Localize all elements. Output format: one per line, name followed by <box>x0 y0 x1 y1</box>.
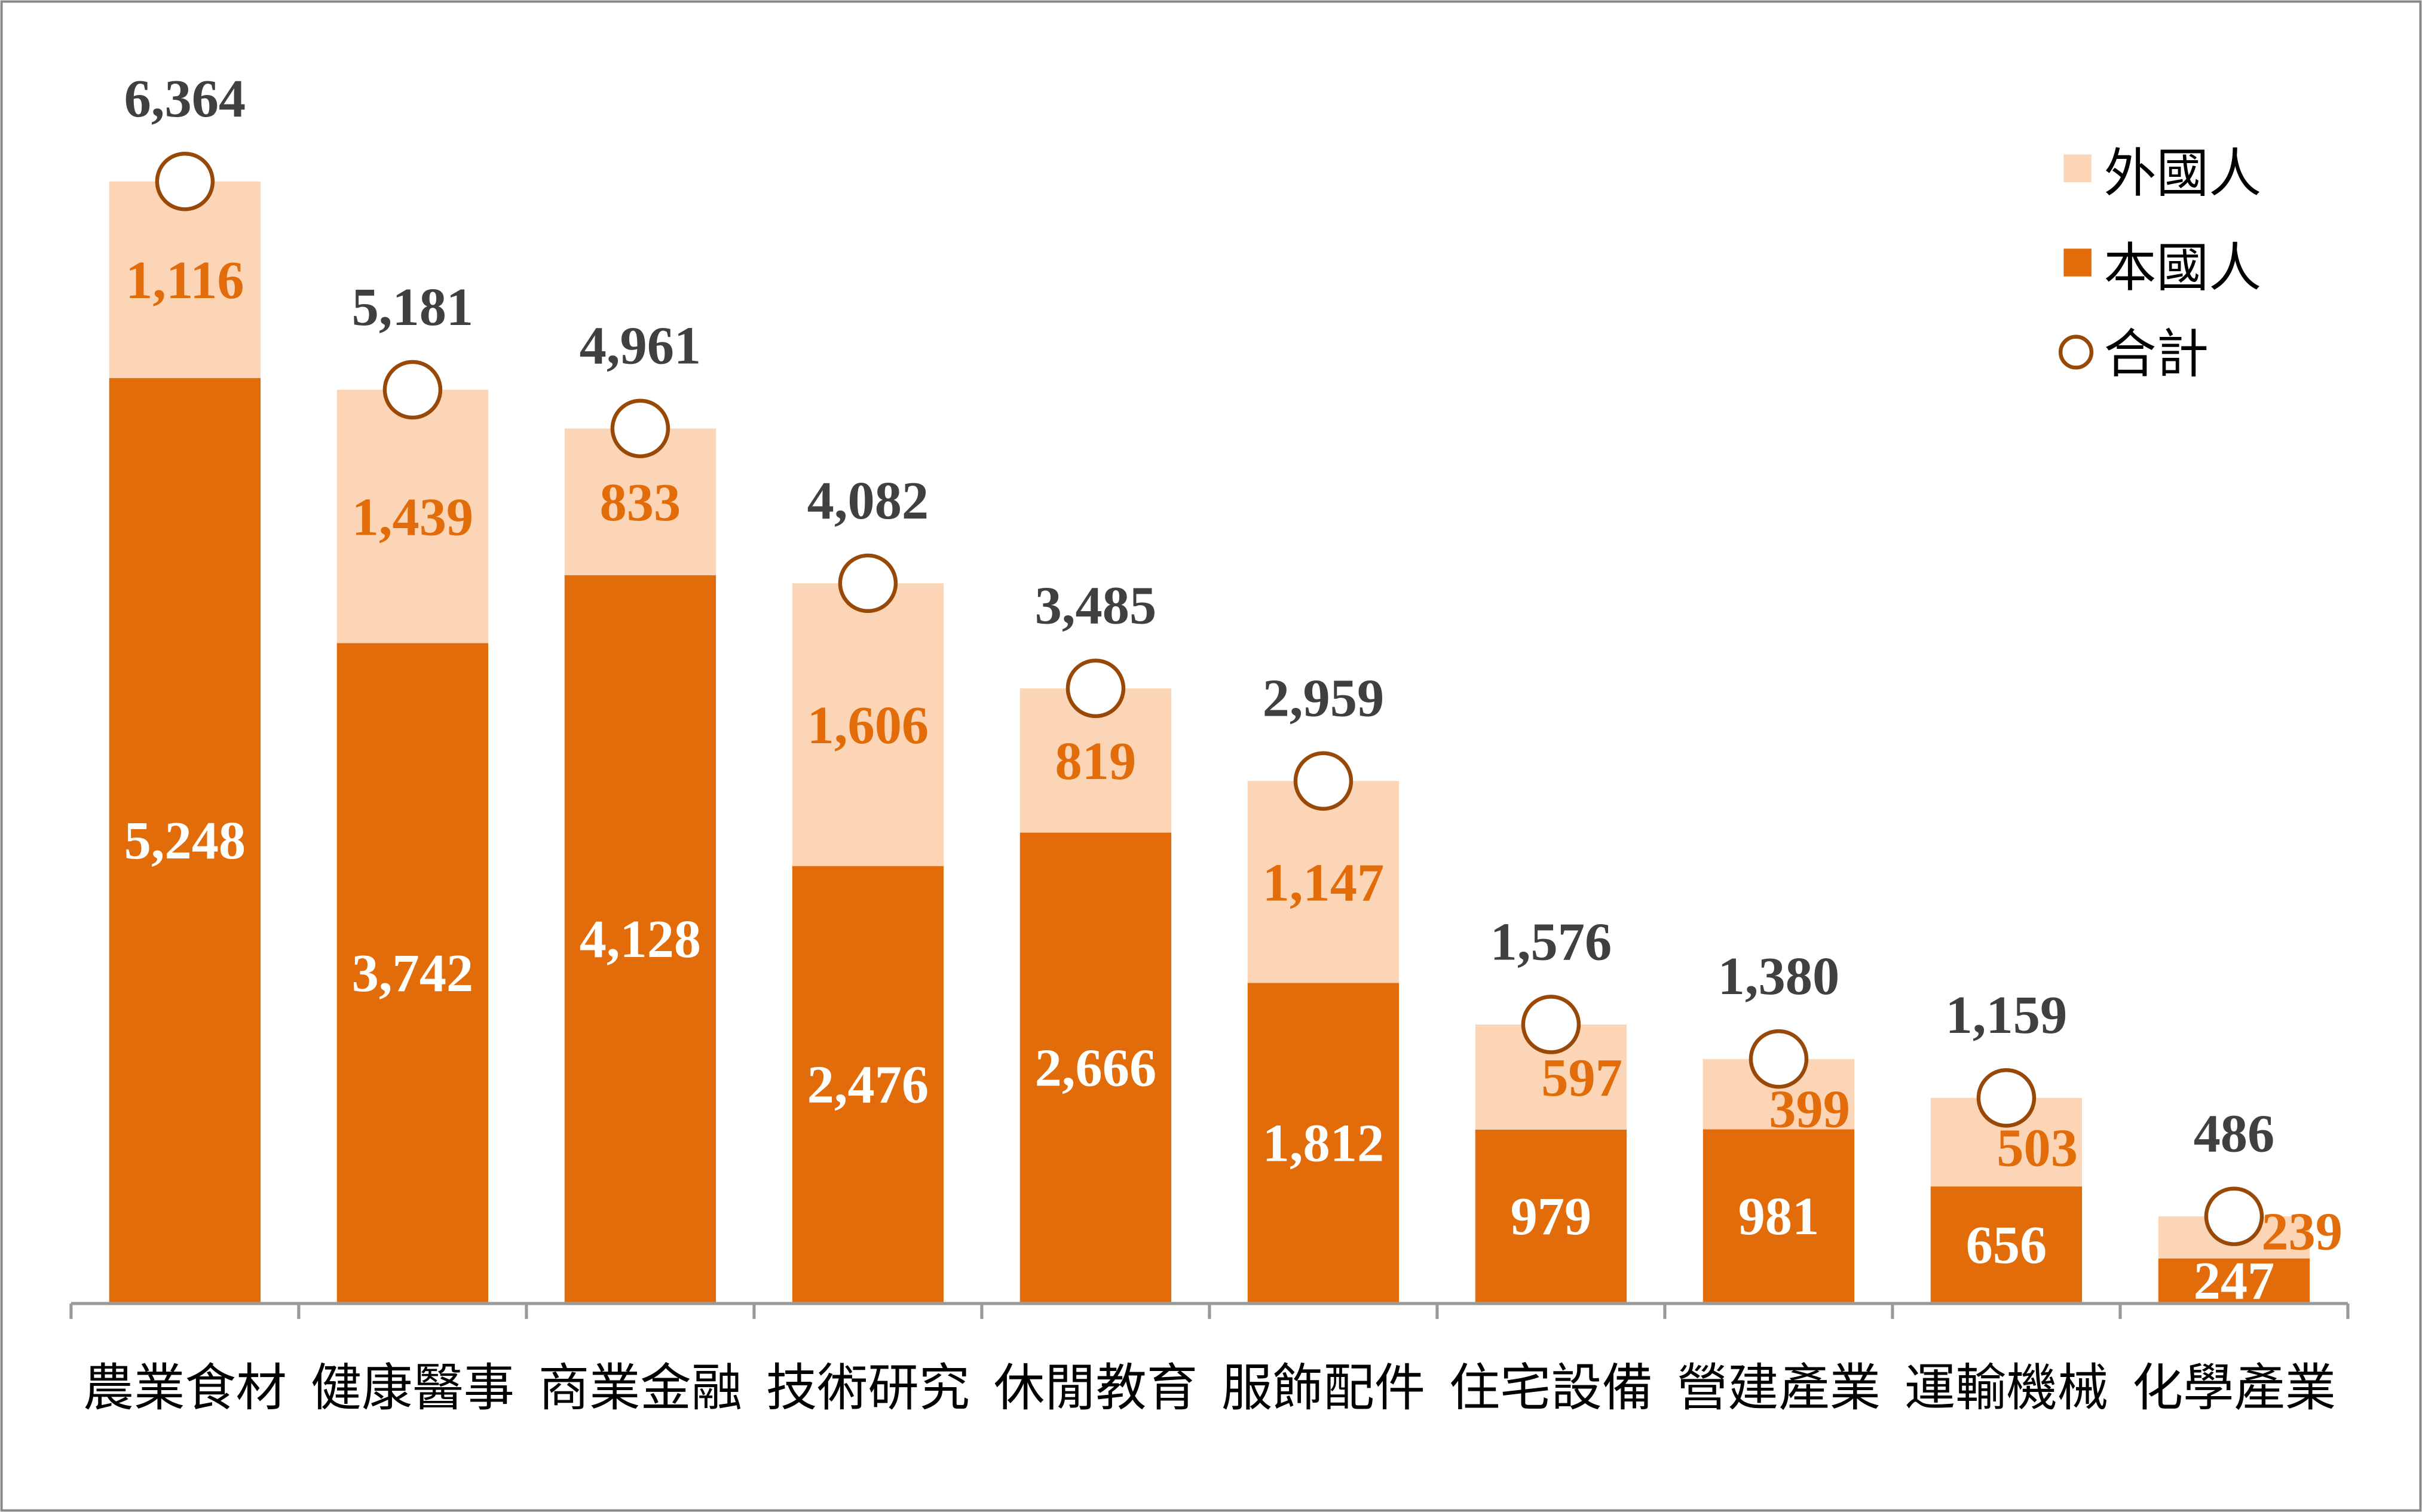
bar-domestic <box>792 866 944 1302</box>
data-label-domestic: 2,476 <box>807 1054 929 1115</box>
data-label-total: 6,364 <box>124 68 246 128</box>
data-label-total: 4,961 <box>580 315 702 376</box>
bar-domestic <box>336 643 489 1302</box>
legend-marker-total <box>2058 335 2094 370</box>
data-label-foreign: 819 <box>1055 731 1137 791</box>
bar-foreign <box>792 583 944 866</box>
x-tick-label: 營建產業 <box>1677 1361 1881 1417</box>
bar-foreign <box>1247 781 1400 983</box>
data-label-domestic: 981 <box>1738 1186 1820 1246</box>
data-label-total: 1,159 <box>1946 985 2068 1045</box>
data-label-domestic: 3,742 <box>352 943 474 1003</box>
bar-domestic <box>1019 832 1172 1302</box>
data-label-total: 3,485 <box>1035 575 1157 636</box>
total-marker <box>610 398 670 459</box>
legend-label-total: 合計 <box>2104 326 2209 384</box>
data-label-domestic: 5,248 <box>124 810 246 870</box>
total-marker <box>1065 658 1126 719</box>
x-tick-label: 化學產業 <box>2132 1361 2336 1417</box>
x-tick-label: 技術研究 <box>766 1361 970 1417</box>
bar-foreign <box>109 181 261 378</box>
bar-domestic <box>109 378 261 1302</box>
total-marker <box>155 152 215 211</box>
total-marker <box>2204 1186 2264 1246</box>
x-tick-label: 休閒教育 <box>994 1361 1198 1417</box>
data-label-foreign: 1,147 <box>1263 852 1385 912</box>
data-label-foreign: 399 <box>1769 1078 1850 1139</box>
data-label-domestic: 4,128 <box>580 909 702 969</box>
data-label-domestic: 979 <box>1511 1186 1592 1246</box>
bar-domestic <box>1247 983 1400 1302</box>
bar-domestic <box>2158 1258 2310 1302</box>
data-label-domestic: 656 <box>1966 1214 2047 1275</box>
data-label-foreign: 1,116 <box>125 250 244 310</box>
bar-foreign <box>336 389 489 643</box>
x-tick-label: 商業金融 <box>538 1361 742 1417</box>
total-marker <box>1293 751 1354 811</box>
data-label-total: 1,380 <box>1718 946 1840 1006</box>
data-label-foreign: 1,606 <box>807 695 929 755</box>
legend-swatch-foreign <box>2063 154 2092 183</box>
data-label-foreign: 239 <box>2261 1201 2343 1261</box>
data-label-domestic: 1,812 <box>1263 1112 1385 1173</box>
data-label-foreign: 833 <box>600 472 681 532</box>
x-tick-label: 運輸機械 <box>1904 1361 2108 1417</box>
total-marker <box>1749 1029 1809 1089</box>
legend-label-foreign: 外國人 <box>2104 146 2262 204</box>
legend: 外國人 本國人 合計 <box>2058 146 2262 384</box>
x-tick-label: 健康醫事 <box>311 1361 515 1417</box>
data-label-foreign: 503 <box>1997 1118 2078 1178</box>
data-label-foreign: 1,439 <box>352 487 474 547</box>
total-marker <box>1521 995 1581 1054</box>
data-label-total: 2,959 <box>1263 668 1385 728</box>
data-label-domestic: 247 <box>2194 1250 2275 1311</box>
total-marker <box>382 360 443 420</box>
data-label-domestic: 2,666 <box>1035 1038 1157 1098</box>
total-marker <box>1976 1068 2037 1128</box>
legend-swatch-domestic <box>2063 249 2092 277</box>
x-tick-label: 住宅設備 <box>1449 1361 1653 1417</box>
total-marker <box>838 553 898 614</box>
data-label-total: 4,082 <box>807 470 929 530</box>
data-label-total: 5,181 <box>352 277 474 337</box>
bar-domestic <box>564 575 717 1302</box>
bar-domestic <box>1703 1129 1855 1302</box>
legend-label-domestic: 本國人 <box>2104 240 2262 298</box>
data-label-total: 1,576 <box>1490 911 1612 971</box>
data-label-foreign: 597 <box>1541 1047 1622 1108</box>
data-label-total: 486 <box>2194 1103 2275 1164</box>
bar-domestic <box>1475 1129 1627 1302</box>
x-tick-label: 服飾配件 <box>1221 1361 1425 1417</box>
x-tick-label: 農業食材 <box>83 1361 287 1417</box>
bar-domestic <box>1930 1186 2083 1302</box>
